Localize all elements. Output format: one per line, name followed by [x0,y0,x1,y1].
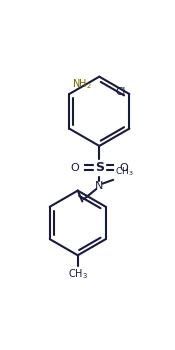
Text: O: O [71,162,79,173]
Text: O: O [119,162,128,173]
Text: NH$_2$: NH$_2$ [72,77,92,91]
Text: N: N [95,181,103,191]
Text: Cl: Cl [116,88,126,97]
Text: CH$_3$: CH$_3$ [68,268,88,281]
Text: S: S [95,161,104,174]
Text: CH$_3$: CH$_3$ [116,165,134,177]
